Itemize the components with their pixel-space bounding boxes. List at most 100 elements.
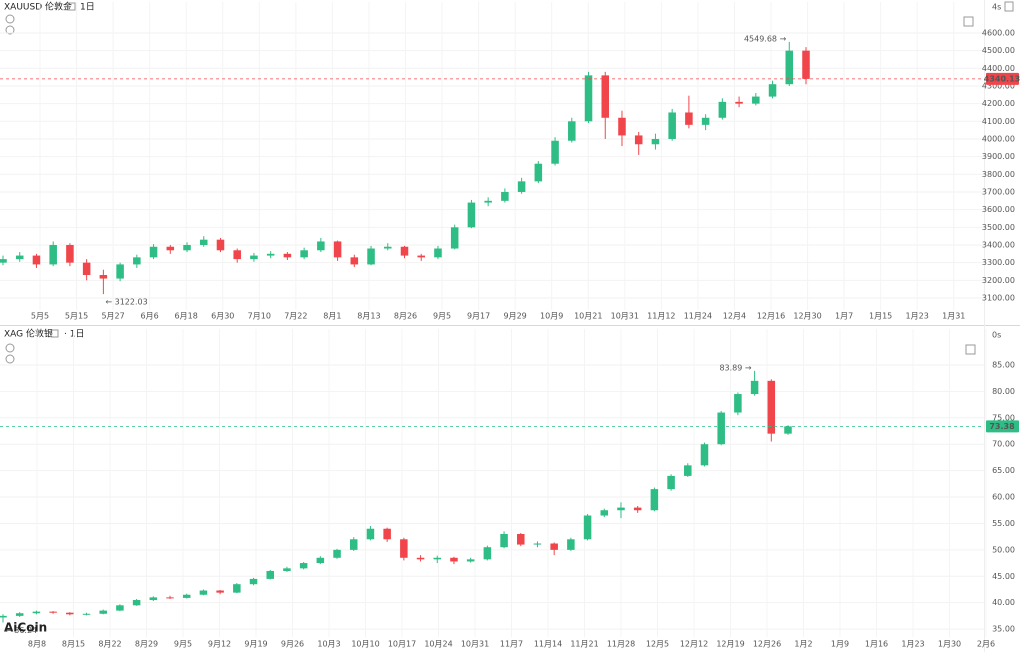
candle-body — [802, 50, 810, 79]
candle-body — [99, 275, 108, 279]
y-tick-label: 75.00 — [992, 413, 1015, 422]
y-tick-label: 55.00 — [992, 519, 1015, 528]
candle-body — [349, 539, 358, 550]
x-tick-label: 7月10 — [248, 312, 271, 321]
candle-body — [366, 528, 375, 540]
x-tick-label: 8月1 — [323, 312, 341, 321]
last-price-label: 73.38 — [989, 422, 1015, 431]
candle-body — [266, 253, 275, 256]
candle-body — [667, 475, 675, 490]
window-icon[interactable] — [1004, 1, 1014, 12]
x-tick-label: 6月18 — [175, 312, 198, 321]
x-tick-label: 8月22 — [98, 640, 121, 649]
candle-body — [199, 239, 208, 245]
candle-body — [668, 112, 676, 139]
x-tick-label: 11月21 — [570, 640, 598, 649]
x-tick-label: 8月26 — [394, 312, 417, 321]
last-price-label: 4340.13 — [984, 74, 1020, 83]
candle-body — [82, 262, 91, 276]
y-tick-label: 4400.00 — [982, 64, 1015, 73]
candle-body — [0, 259, 7, 263]
candle-body — [433, 557, 442, 560]
x-tick-label: 10月17 — [388, 640, 416, 649]
x-tick-label: 9月17 — [467, 312, 490, 321]
candle-body — [434, 248, 442, 258]
x-tick-label: 9月5 — [433, 312, 451, 321]
x-tick-label: 9月19 — [244, 640, 267, 649]
candle-body — [66, 244, 74, 263]
x-tick-label: 12月30 — [793, 312, 821, 321]
candle-body — [750, 380, 759, 395]
candle-body — [66, 612, 74, 615]
y-tick-label: 3500.00 — [982, 223, 1015, 232]
candle-body — [116, 264, 124, 279]
candle-body — [550, 543, 558, 550]
expand-icon[interactable] — [5, 14, 15, 24]
x-tick-label: 10月9 — [540, 312, 563, 321]
candle-body — [32, 255, 41, 265]
x-tick-label: 11月14 — [534, 640, 562, 649]
candle-body — [500, 534, 508, 548]
candle-body — [82, 613, 91, 615]
x-tick-label: 8月8 — [28, 640, 46, 649]
y-tick-label: 4300.00 — [982, 81, 1015, 90]
y-tick-label: 70.00 — [992, 440, 1015, 449]
candle-body — [484, 200, 492, 203]
candle-body — [299, 563, 308, 569]
zoom-icon[interactable] — [965, 344, 976, 355]
x-tick-label: 12月16 — [757, 312, 785, 321]
candle-body — [784, 426, 792, 434]
x-tick-label: 1月30 — [938, 640, 961, 649]
interval[interactable]: 1日 — [80, 2, 95, 13]
candle-body — [233, 250, 241, 260]
y-tick-label: 4000.00 — [982, 134, 1015, 143]
candle-body — [250, 255, 258, 260]
x-tick-label: 6月30 — [211, 312, 234, 321]
candle-body — [701, 117, 710, 125]
candle-body — [350, 257, 359, 265]
candle-body — [633, 507, 642, 511]
x-tick-label: 1月23 — [906, 312, 929, 321]
y-tick-label: 3600.00 — [982, 205, 1015, 214]
high-label: 83.89 → — [719, 363, 751, 372]
candle-body — [517, 181, 526, 192]
x-tick-label: 2月6 — [977, 640, 995, 649]
candle-body — [283, 568, 291, 571]
chart-title: XAUUSD 伦敦金 — [4, 1, 72, 13]
candle-body — [501, 191, 509, 201]
last-price-badge — [986, 72, 1019, 85]
candle-body — [15, 255, 24, 260]
candle-body — [567, 539, 575, 550]
zoom-icon[interactable] — [963, 16, 974, 27]
y-tick-label: 3700.00 — [982, 187, 1015, 196]
y-tick-label: 3300.00 — [982, 258, 1015, 267]
candle-body — [216, 590, 224, 593]
candle-body — [400, 246, 409, 256]
edit-icon[interactable] — [50, 329, 59, 338]
y-tick-label: 35.00 — [992, 625, 1015, 634]
x-tick-label: 5月27 — [101, 312, 124, 321]
candle-body — [233, 584, 241, 593]
x-tick-label: 6月6 — [141, 312, 159, 321]
candle-body — [568, 121, 576, 141]
candle-body — [417, 255, 425, 258]
candle-body — [216, 239, 225, 251]
y-tick-label: 3800.00 — [982, 170, 1015, 179]
candle-body — [734, 394, 742, 413]
candle-body — [450, 227, 459, 249]
candle-body — [584, 75, 593, 122]
expand-icon[interactable] — [5, 343, 15, 353]
interval[interactable]: · 1日 — [64, 329, 84, 340]
y-tick-label: 50.00 — [992, 545, 1015, 554]
x-tick-label: 5月15 — [65, 312, 88, 321]
candle-body — [601, 75, 610, 118]
x-tick-label: 9月29 — [504, 312, 527, 321]
candle-body — [266, 570, 274, 579]
candle-body — [785, 50, 794, 85]
expand-icon[interactable] — [5, 25, 15, 35]
candle-body — [333, 241, 342, 258]
expand-icon[interactable] — [5, 354, 15, 364]
candle-body — [450, 557, 458, 562]
edit-icon[interactable] — [67, 2, 76, 11]
candle-body — [116, 605, 124, 611]
